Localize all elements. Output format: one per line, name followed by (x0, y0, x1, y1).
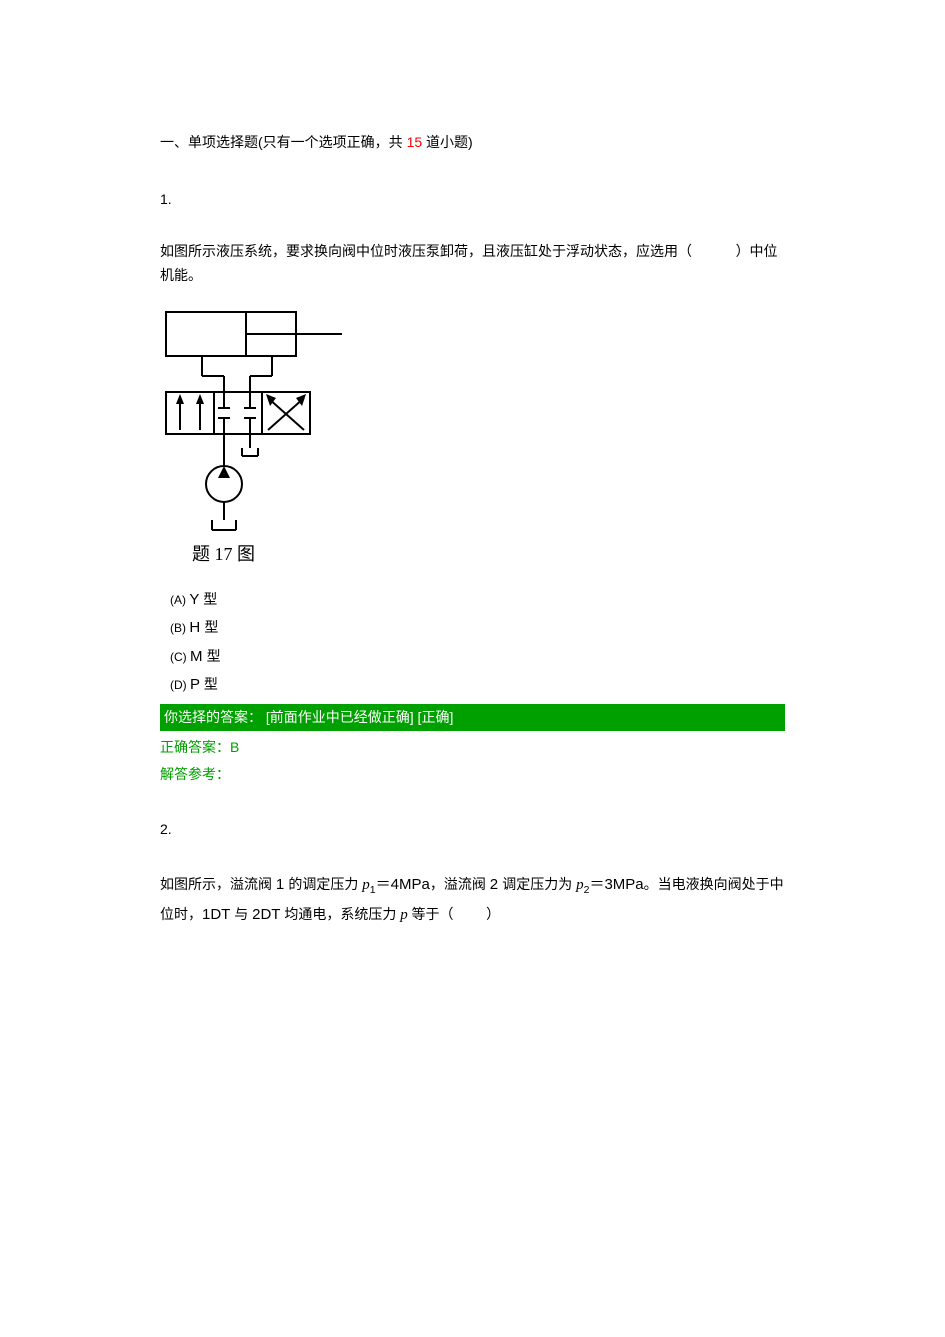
q1-explain-label: 解答参考： (160, 766, 230, 782)
q1-text: 如图所示液压系统，要求换向阀中位时液压泵卸荷，且液压缸处于浮动状态，应选用（ ）… (160, 240, 785, 288)
opt-b-tail: 型 (204, 619, 218, 635)
q1-chosen-value: [前面作业中已经做正确] [正确] (262, 709, 453, 725)
opt-d-main: P (190, 676, 204, 693)
q2-text: 如图所示，溢流阀 1 的调定压力 p1＝4MPa，溢流阀 2 调定压力为 p2＝… (160, 870, 785, 931)
section-heading: 一、单项选择题(只有一个选项正确，共 15 道小题) (160, 132, 785, 153)
q1-option-b: (B) H 型 (170, 614, 785, 643)
opt-b-main: H (189, 619, 204, 636)
opt-a-main: Y (189, 591, 203, 608)
opt-a-letter: (A) (170, 593, 189, 607)
q2-t1: 如图所示，溢流阀 (160, 876, 276, 892)
q1-text-a: 如图所示液压系统，要求换向阀中位时液压泵卸荷，且液压缸处于浮动状态，应选用（ (160, 243, 692, 259)
q2-p1sym: p (362, 877, 370, 893)
q1-correct-value: B (230, 739, 239, 755)
opt-d-tail: 型 (204, 676, 218, 692)
q1-option-d: (D) P 型 (170, 671, 785, 700)
opt-d-letter: (D) (170, 678, 190, 692)
q2-blank (454, 900, 487, 928)
opt-c-letter: (C) (170, 650, 190, 664)
q2-dt1: 1DT (202, 906, 234, 923)
q1-option-a: (A) Y 型 (170, 586, 785, 615)
q1-option-c: (C) M 型 (170, 643, 785, 672)
heading-suffix: 道小题) (422, 134, 473, 150)
q2-eq2: ＝3MPa (589, 876, 643, 893)
q1-correct-answer: 正确答案：B (160, 731, 785, 760)
q2-dt2: 2DT (252, 906, 284, 923)
q2-p2sym: p (576, 877, 584, 893)
q2-t6: 调定压力为 (502, 876, 576, 892)
opt-c-tail: 型 (207, 648, 221, 664)
svg-text:题 17 图: 题 17 图 (192, 544, 255, 564)
q2-t11: ） (486, 906, 500, 922)
opt-c-main: M (190, 648, 207, 665)
q2-psym: p (400, 907, 411, 923)
q2-t3: 的调定压力 (288, 876, 362, 892)
q1-correct-label: 正确答案： (160, 739, 230, 755)
q1-options: (A) Y 型 (B) H 型 (C) M 型 (D) P 型 (170, 586, 785, 700)
opt-a-tail: 型 (203, 591, 217, 607)
heading-prefix: 一、单项选择题(只有一个选项正确，共 (160, 134, 407, 150)
q1-explain: 解答参考： (160, 760, 785, 819)
q2-t4: ，溢流阀 (430, 876, 490, 892)
question-count: 15 (407, 134, 423, 150)
q1-blank (692, 240, 736, 264)
q2-t10: 等于（ (412, 906, 454, 922)
q1-diagram: 题 17 图 (156, 306, 785, 576)
q2-t9: 均通电，系统压力 (284, 906, 400, 922)
q2-v1: 1 (276, 876, 289, 893)
q2-eq1: ＝4MPa (376, 876, 430, 893)
q1-chosen-label: 你选择的答案： (164, 709, 262, 725)
q2-v2: 2 (490, 876, 503, 893)
q2-t8: 与 (234, 906, 252, 922)
q1-number: 1. (160, 189, 785, 210)
q2-number: 2. (160, 819, 785, 840)
opt-b-letter: (B) (170, 621, 189, 635)
q1-chosen-answer-bar: 你选择的答案： [前面作业中已经做正确] [正确] (160, 704, 785, 731)
